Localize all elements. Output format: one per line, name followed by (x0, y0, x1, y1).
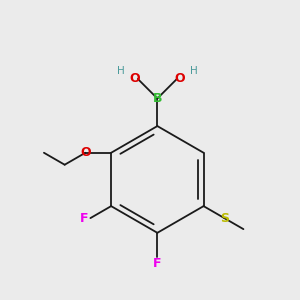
Text: F: F (80, 212, 88, 225)
Text: H: H (117, 66, 125, 76)
Text: B: B (153, 92, 162, 105)
Text: O: O (130, 72, 140, 85)
Text: F: F (153, 257, 162, 270)
Text: H: H (190, 66, 198, 76)
Text: O: O (175, 72, 185, 85)
Text: S: S (220, 212, 229, 225)
Text: O: O (80, 146, 91, 159)
